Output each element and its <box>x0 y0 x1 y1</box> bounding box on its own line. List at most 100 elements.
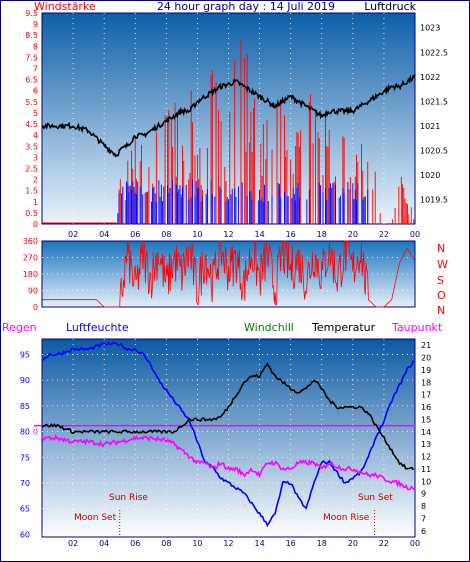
direction-tick-label: 0 <box>33 303 38 312</box>
x-tick-label: 16 <box>286 230 296 239</box>
legend-taupunkt: Taupunkt <box>391 321 443 334</box>
x-tick-label: 18 <box>317 230 327 239</box>
temperature-tick-label: 17 <box>421 391 431 400</box>
x-tick-label: 00 <box>410 539 420 548</box>
axis-ticks: 0 0.5 1 1.5 2 2.5 3 3.5 4 4.5 5 5.5 6 6.5 7 7.5 8 8.5 9 9.5… <box>20 9 448 548</box>
left-tick-label: 6 <box>33 87 38 96</box>
x-tick-label: 06 <box>130 539 140 548</box>
humidity-tick-label: 80 <box>20 428 30 437</box>
chart-marks <box>34 40 416 537</box>
humidity-line <box>41 341 415 528</box>
x-tick-label: 02 <box>68 230 78 239</box>
x-tick-label: 08 <box>161 230 171 239</box>
left-tick-label: 9.5 <box>25 9 38 18</box>
left-tick-label: 2.5 <box>25 164 38 173</box>
sun-rise-label: Sun Rise <box>109 493 148 503</box>
x-tick-label: 20 <box>348 539 358 548</box>
x-tick-label: 04 <box>99 230 109 239</box>
right-tick-label: 1022.5 <box>420 48 448 57</box>
temperature-tick-label: 16 <box>421 403 431 412</box>
right-tick-label: 1020.5 <box>420 146 448 155</box>
x-tick-label: 10 <box>192 230 202 239</box>
temperature-tick-label: 21 <box>421 341 431 350</box>
x-tick-label: 08 <box>161 539 171 548</box>
temperature-tick-label: 11 <box>421 465 431 474</box>
left-tick-label: 1 <box>33 198 38 207</box>
left-tick-label: 5 <box>33 109 38 118</box>
x-tick-label: 20 <box>348 230 358 239</box>
direction-tick-label: 270 <box>23 254 38 263</box>
right-tick-label: 1020 <box>420 171 440 180</box>
x-tick-label: 04 <box>99 539 109 548</box>
left-tick-label: 2 <box>33 176 38 185</box>
left-tick-label: 3 <box>33 153 38 162</box>
humidity-tick-label: 60 <box>20 530 30 539</box>
right-tick-label: 1019.5 <box>420 195 448 204</box>
temperature-line <box>41 362 415 471</box>
left-tick-label: 8 <box>33 42 38 51</box>
left-axis-title: Windstärke <box>34 0 96 13</box>
legend-windchill: Windchill <box>244 321 294 334</box>
moon-set-label: Moon Set <box>74 513 117 523</box>
left-tick-label: 6.5 <box>25 76 38 85</box>
legend-temperatur: Temperatur <box>311 321 376 334</box>
x-tick-label: 18 <box>317 539 327 548</box>
x-tick-label: 02 <box>68 539 78 548</box>
left-tick-label: 0 <box>33 220 38 229</box>
right-tick-label: 1023 <box>420 24 440 33</box>
left-tick-label: 0.5 <box>25 209 38 218</box>
direction-tick-label: 90 <box>28 287 38 296</box>
right-tick-label: 1021.5 <box>420 97 448 106</box>
temperature-tick-label: 8 <box>421 502 426 511</box>
x-tick-label: 14 <box>254 230 264 239</box>
right-tick-label: 1021 <box>420 122 440 131</box>
x-tick-label: 22 <box>379 539 389 548</box>
moon-rise-label: Moon Rise <box>323 513 370 523</box>
left-tick-label: 4 <box>33 131 38 140</box>
humidity-tick-label: 85 <box>20 402 30 411</box>
x-tick-label: 12 <box>223 230 233 239</box>
pressure-line <box>41 74 416 158</box>
x-tick-label: 22 <box>379 230 389 239</box>
temperature-tick-label: 10 <box>421 477 431 486</box>
direction-tick-label: 360 <box>23 237 38 246</box>
right-tick-label: 1022 <box>420 73 440 82</box>
x-tick-label: 06 <box>130 230 140 239</box>
left-tick-label: 5.5 <box>25 98 38 107</box>
temperature-tick-label: 9 <box>421 490 426 499</box>
left-tick-label: 7.5 <box>25 53 38 62</box>
temperature-humidity-plot-area <box>41 338 416 538</box>
wind-direction-line <box>42 239 415 308</box>
humidity-tick-label: 65 <box>20 505 30 514</box>
left-tick-label: 4.5 <box>25 120 38 129</box>
temperature-tick-label: 14 <box>421 428 431 437</box>
x-tick-label: 00 <box>410 230 420 239</box>
humidity-tick-label: 75 <box>20 453 30 462</box>
legend-luftfeuchte: Luftfeuchte <box>66 321 129 334</box>
left-tick-label: 8.5 <box>25 31 38 40</box>
x-tick-label: 12 <box>223 539 233 548</box>
temperature-tick-label: 20 <box>421 354 431 363</box>
temperature-tick-label: 19 <box>421 366 431 375</box>
compass-label-s: S <box>437 274 444 287</box>
compass-label-n-top: N <box>437 242 445 255</box>
x-tick-label: 10 <box>192 539 202 548</box>
compass-label-w: W <box>437 258 448 271</box>
temperature-tick-label: 6 <box>421 527 426 536</box>
temperature-tick-label: 18 <box>421 378 431 387</box>
direction-tick-label: 180 <box>23 270 38 279</box>
x-tick-label: 14 <box>254 539 264 548</box>
x-tick-label: 16 <box>286 539 296 548</box>
regen-tick-label: 0 <box>33 428 38 437</box>
humidity-tick-label: 70 <box>20 479 30 488</box>
compass-label-o: O <box>437 289 446 302</box>
dewpoint-line <box>41 433 416 491</box>
legend-regen: Regen <box>2 321 37 334</box>
left-tick-label: 3.5 <box>25 142 38 151</box>
humidity-tick-label: 90 <box>20 376 30 385</box>
left-tick-label: 9 <box>33 20 38 29</box>
left-tick-label: 7 <box>33 65 38 74</box>
left-tick-label: 1.5 <box>25 187 38 196</box>
chart-title: 24 hour graph day : 14 Juli 2019 <box>157 0 335 13</box>
